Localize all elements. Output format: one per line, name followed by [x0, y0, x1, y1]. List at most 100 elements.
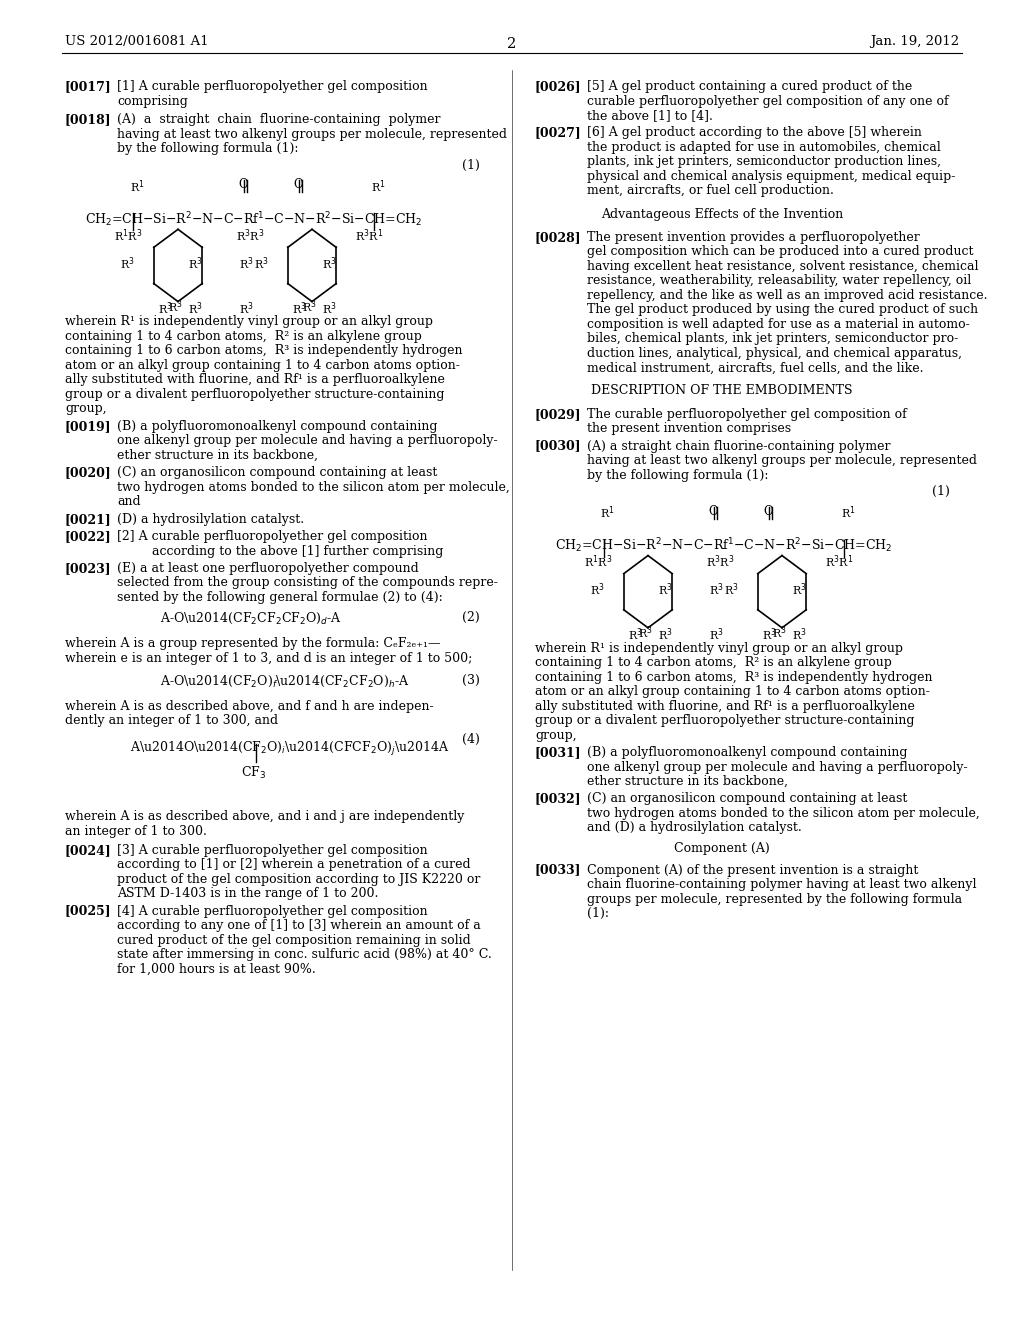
- Text: and: and: [117, 495, 140, 508]
- Text: the above [1] to [4].: the above [1] to [4].: [587, 110, 713, 121]
- Text: R$^3$: R$^3$: [322, 301, 337, 317]
- Text: [0021]: [0021]: [65, 512, 112, 525]
- Text: medical instrument, aircrafts, fuel cells, and the like.: medical instrument, aircrafts, fuel cell…: [587, 362, 924, 375]
- Text: O: O: [238, 178, 248, 191]
- Text: containing 1 to 6 carbon atoms,  R³ is independently hydrogen: containing 1 to 6 carbon atoms, R³ is in…: [65, 345, 463, 358]
- Text: (3): (3): [462, 673, 480, 686]
- Text: comprising: comprising: [117, 95, 187, 107]
- Text: [3] A curable perfluoropolyether gel composition: [3] A curable perfluoropolyether gel com…: [117, 843, 428, 857]
- Text: [0020]: [0020]: [65, 466, 112, 479]
- Text: ether structure in its backbone,: ether structure in its backbone,: [117, 449, 318, 462]
- Text: physical and chemical analysis equipment, medical equip-: physical and chemical analysis equipment…: [587, 170, 955, 183]
- Text: containing 1 to 6 carbon atoms,  R³ is independently hydrogen: containing 1 to 6 carbon atoms, R³ is in…: [535, 671, 933, 684]
- Text: A\u2014O\u2014(CF$_2$O)$_i$\u2014(CFCF$_2$O)$_j$\u2014A: A\u2014O\u2014(CF$_2$O)$_i$\u2014(CFCF$_…: [130, 741, 450, 758]
- Text: ASTM D-1403 is in the range of 1 to 200.: ASTM D-1403 is in the range of 1 to 200.: [117, 887, 379, 900]
- Text: (C) an organosilicon compound containing at least: (C) an organosilicon compound containing…: [587, 792, 907, 805]
- Text: (A) a straight chain fluorine-containing polymer: (A) a straight chain fluorine-containing…: [587, 440, 891, 453]
- Text: [0028]: [0028]: [535, 231, 582, 244]
- Text: wherein A is a group represented by the formula: CₑF₂ₑ₊₁—: wherein A is a group represented by the …: [65, 638, 440, 651]
- Text: [6] A gel product according to the above [5] wherein: [6] A gel product according to the above…: [587, 127, 922, 140]
- Text: [0027]: [0027]: [535, 127, 582, 140]
- Text: [0032]: [0032]: [535, 792, 582, 805]
- Text: chain fluorine-containing polymer having at least two alkenyl: chain fluorine-containing polymer having…: [587, 878, 977, 891]
- Text: (1): (1): [462, 160, 480, 172]
- Text: according to any one of [1] to [3] wherein an amount of a: according to any one of [1] to [3] where…: [117, 919, 480, 932]
- Text: R$^3$R$^3$: R$^3$R$^3$: [236, 227, 264, 244]
- Text: wherein R¹ is independently vinyl group or an alkyl group: wherein R¹ is independently vinyl group …: [535, 642, 903, 655]
- Text: wherein A is as described above, and i and j are independently: wherein A is as described above, and i a…: [65, 810, 464, 824]
- Text: R$^3$R$^1$: R$^3$R$^1$: [825, 553, 853, 570]
- Text: R$^1$R$^3$: R$^1$R$^3$: [114, 227, 142, 244]
- Text: and (D) a hydrosilylation catalyst.: and (D) a hydrosilylation catalyst.: [587, 821, 802, 834]
- Text: R$^3$: R$^3$: [772, 624, 786, 642]
- Text: plants, ink jet printers, semiconductor production lines,: plants, ink jet printers, semiconductor …: [587, 156, 941, 169]
- Text: having at least two alkenyl groups per molecule, represented: having at least two alkenyl groups per m…: [117, 128, 507, 141]
- Text: wherein e is an integer of 1 to 3, and d is an integer of 1 to 500;: wherein e is an integer of 1 to 3, and d…: [65, 652, 472, 665]
- Text: R$^3$: R$^3$: [724, 582, 738, 598]
- Text: one alkenyl group per molecule and having a perfluoropoly-: one alkenyl group per molecule and havin…: [117, 434, 498, 447]
- Text: Advantageous Effects of the Invention: Advantageous Effects of the Invention: [601, 207, 843, 220]
- Text: containing 1 to 4 carbon atoms,  R² is an alkylene group: containing 1 to 4 carbon atoms, R² is an…: [535, 656, 892, 669]
- Text: O: O: [763, 504, 773, 517]
- Text: R$^1$: R$^1$: [841, 504, 856, 521]
- Text: [0023]: [0023]: [65, 562, 112, 576]
- Text: wherein R¹ is independently vinyl group or an alkyl group: wherein R¹ is independently vinyl group …: [65, 315, 433, 329]
- Text: O: O: [293, 178, 303, 191]
- Text: R$^3$: R$^3$: [792, 627, 807, 643]
- Text: ment, aircrafts, or fuel cell production.: ment, aircrafts, or fuel cell production…: [587, 185, 834, 198]
- Text: R$^3$: R$^3$: [658, 627, 673, 643]
- Text: an integer of 1 to 300.: an integer of 1 to 300.: [65, 825, 207, 838]
- Text: the product is adapted for use in automobiles, chemical: the product is adapted for use in automo…: [587, 141, 941, 154]
- Text: (C) an organosilicon compound containing at least: (C) an organosilicon compound containing…: [117, 466, 437, 479]
- Text: having excellent heat resistance, solvent resistance, chemical: having excellent heat resistance, solven…: [587, 260, 979, 273]
- Text: R$^3$: R$^3$: [292, 301, 307, 317]
- Text: [0017]: [0017]: [65, 81, 112, 92]
- Text: R$^3$R$^3$: R$^3$R$^3$: [706, 553, 734, 570]
- Text: [0025]: [0025]: [65, 904, 112, 917]
- Text: R$^3$: R$^3$: [254, 256, 268, 272]
- Text: (B) a polyfluoromonoalkenyl compound containing: (B) a polyfluoromonoalkenyl compound con…: [117, 420, 437, 433]
- Text: R$^3$R$^1$: R$^3$R$^1$: [355, 227, 383, 244]
- Text: composition is well adapted for use as a material in automo-: composition is well adapted for use as a…: [587, 318, 970, 331]
- Text: (2): (2): [462, 611, 480, 624]
- Text: R$^1$R$^3$: R$^1$R$^3$: [584, 553, 612, 570]
- Text: duction lines, analytical, physical, and chemical apparatus,: duction lines, analytical, physical, and…: [587, 347, 962, 360]
- Text: R$^1$: R$^1$: [130, 178, 144, 195]
- Text: repellency, and the like as well as an improved acid resistance.: repellency, and the like as well as an i…: [587, 289, 987, 302]
- Text: US 2012/0016081 A1: US 2012/0016081 A1: [65, 36, 209, 48]
- Text: DESCRIPTION OF THE EMBODIMENTS: DESCRIPTION OF THE EMBODIMENTS: [591, 384, 853, 397]
- Text: A-O\u2014(CF$_2$O)$_f$\u2014(CF$_2$CF$_2$O)$_h$-A: A-O\u2014(CF$_2$O)$_f$\u2014(CF$_2$CF$_2…: [160, 673, 410, 689]
- Text: The present invention provides a perfluoropolyether: The present invention provides a perfluo…: [587, 231, 920, 244]
- Text: 2: 2: [507, 37, 517, 51]
- Text: [0019]: [0019]: [65, 420, 112, 433]
- Text: R$^3$: R$^3$: [188, 301, 203, 317]
- Text: (E) a at least one perfluoropolyether compound: (E) a at least one perfluoropolyether co…: [117, 562, 419, 576]
- Text: Jan. 19, 2012: Jan. 19, 2012: [869, 36, 959, 48]
- Text: [2] A curable perfluoropolyether gel composition: [2] A curable perfluoropolyether gel com…: [117, 531, 427, 543]
- Text: the present invention comprises: the present invention comprises: [587, 422, 792, 436]
- Text: atom or an alkyl group containing 1 to 4 carbon atoms option-: atom or an alkyl group containing 1 to 4…: [535, 685, 930, 698]
- Text: R$^3$: R$^3$: [120, 256, 135, 272]
- Text: R$^3$: R$^3$: [638, 624, 652, 642]
- Text: R$^1$: R$^1$: [371, 178, 386, 195]
- Text: R$^3$: R$^3$: [168, 298, 182, 315]
- Text: R$^3$: R$^3$: [709, 582, 724, 598]
- Text: resistance, weatherability, releasability, water repellency, oil: resistance, weatherability, releasabilit…: [587, 275, 971, 288]
- Text: cured product of the gel composition remaining in solid: cured product of the gel composition rem…: [117, 933, 471, 946]
- Text: [0030]: [0030]: [535, 440, 582, 453]
- Text: two hydrogen atoms bonded to the silicon atom per molecule,: two hydrogen atoms bonded to the silicon…: [587, 807, 980, 820]
- Text: groups per molecule, represented by the following formula: groups per molecule, represented by the …: [587, 892, 963, 906]
- Text: sented by the following general formulae (2) to (4):: sented by the following general formulae…: [117, 591, 442, 605]
- Text: group,: group,: [65, 403, 106, 416]
- Text: [0029]: [0029]: [535, 408, 582, 421]
- Text: R$^3$: R$^3$: [709, 627, 724, 643]
- Text: CH$_2$=CH$-$Si$-$R$^2$$-$N$-$C$-$Rf$^1$$-$C$-$N$-$R$^2$$-$Si$-$CH=CH$_2$: CH$_2$=CH$-$Si$-$R$^2$$-$N$-$C$-$Rf$^1$$…: [85, 210, 423, 230]
- Text: (1):: (1):: [587, 907, 609, 920]
- Text: gel composition which can be produced into a cured product: gel composition which can be produced in…: [587, 246, 974, 259]
- Text: R$^3$: R$^3$: [590, 582, 605, 598]
- Text: Component (A) of the present invention is a straight: Component (A) of the present invention i…: [587, 863, 919, 876]
- Text: R$^3$: R$^3$: [658, 582, 673, 598]
- Text: selected from the group consisting of the compounds repre-: selected from the group consisting of th…: [117, 577, 498, 590]
- Text: (A)  a  straight  chain  fluorine-containing  polymer: (A) a straight chain fluorine-containing…: [117, 114, 440, 127]
- Text: CF$_3$: CF$_3$: [241, 766, 266, 781]
